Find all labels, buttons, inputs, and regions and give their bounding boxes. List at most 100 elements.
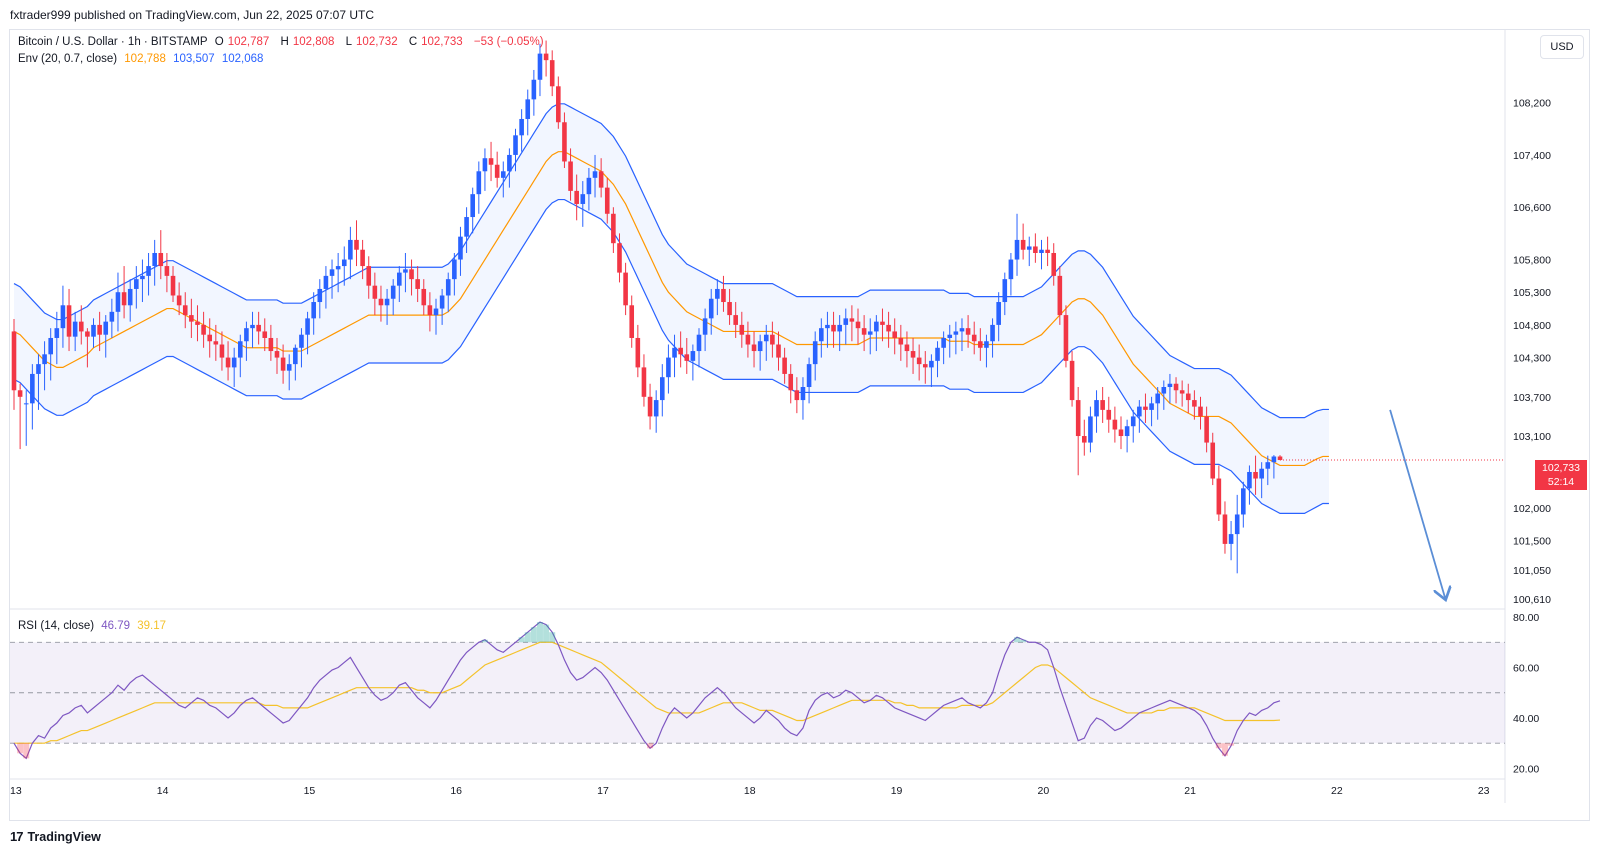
price-tick-label: 102,000 bbox=[1513, 503, 1551, 515]
candle-body bbox=[213, 341, 219, 345]
candle-body bbox=[598, 171, 604, 188]
candle-body bbox=[922, 364, 928, 368]
candle-body bbox=[525, 99, 531, 119]
price-tick-label: 104,300 bbox=[1513, 353, 1551, 365]
footer-branding[interactable]: 17 TradingView bbox=[10, 829, 101, 844]
candle-body bbox=[1137, 406, 1142, 417]
price-tick-label: 106,600 bbox=[1513, 202, 1551, 214]
candle-body bbox=[1265, 462, 1271, 469]
candle-body bbox=[837, 324, 842, 332]
candle-body bbox=[464, 217, 469, 237]
envelope-upper-value: 103,507 bbox=[173, 53, 215, 65]
candle-body bbox=[378, 298, 384, 306]
candle-body bbox=[1185, 393, 1191, 401]
open-value: O 102,787 bbox=[214, 36, 270, 48]
last-price-tag: 102,733 52:14 bbox=[1535, 460, 1587, 490]
rsi-ma-value: 39.17 bbox=[137, 620, 167, 632]
time-tick-label: 17 bbox=[597, 785, 609, 797]
close-value: C 102,733 bbox=[408, 36, 463, 48]
candle-body bbox=[819, 328, 824, 342]
candle-body bbox=[531, 79, 537, 100]
price-tick-label: 101,500 bbox=[1513, 536, 1551, 548]
time-tick-label: 14 bbox=[157, 785, 169, 797]
candle-body bbox=[470, 194, 475, 218]
tradingview-logo-icon: 17 bbox=[10, 829, 24, 844]
candle-body bbox=[770, 334, 775, 345]
candle-body bbox=[788, 373, 794, 391]
rsi-tick-label: 60.00 bbox=[1513, 663, 1539, 675]
candle-body bbox=[1192, 400, 1197, 407]
envelope-legend[interactable]: Env (20, 0.7, close) 102,788 103,507 102… bbox=[18, 53, 267, 65]
candle-body bbox=[189, 315, 194, 322]
time-tick-label: 20 bbox=[1037, 785, 1049, 797]
candle-body bbox=[861, 328, 867, 335]
candle-body bbox=[23, 403, 29, 405]
candle-body bbox=[684, 354, 690, 361]
candle-body bbox=[403, 269, 408, 273]
candle-body bbox=[152, 252, 157, 267]
candle-body bbox=[592, 171, 598, 178]
candle-body bbox=[1094, 400, 1099, 417]
candle-body bbox=[231, 357, 237, 368]
candle-body bbox=[898, 337, 904, 345]
candle-body bbox=[60, 305, 66, 329]
candle-body bbox=[140, 275, 145, 280]
price-tick-label: 100,610 bbox=[1513, 594, 1551, 606]
candle-body bbox=[549, 60, 555, 87]
rsi-tick-label: 40.00 bbox=[1513, 713, 1539, 725]
candle-body bbox=[78, 321, 84, 332]
candle-body bbox=[623, 272, 628, 306]
candle-body bbox=[207, 334, 213, 342]
price-tick-label: 105,800 bbox=[1513, 255, 1551, 267]
candle-body bbox=[1222, 514, 1228, 544]
candle-body bbox=[611, 213, 616, 244]
candle-body bbox=[54, 328, 60, 338]
rsi-line bbox=[13, 621, 1281, 760]
rsi-tick-label: 80.00 bbox=[1513, 612, 1539, 624]
candle-body bbox=[617, 243, 622, 273]
price-tick-label: 101,050 bbox=[1513, 565, 1551, 577]
candle-body bbox=[653, 400, 659, 417]
candle-body bbox=[855, 321, 861, 329]
symbol-name[interactable]: Bitcoin / U.S. Dollar · 1h · BITSTAMP bbox=[18, 36, 208, 48]
candle-body bbox=[702, 318, 708, 335]
last-price-value: 102,733 bbox=[1542, 462, 1580, 474]
candle-body bbox=[696, 334, 702, 352]
candle-body bbox=[305, 318, 310, 335]
candle-body bbox=[1204, 416, 1209, 443]
candle-body bbox=[1161, 387, 1167, 394]
candle-body bbox=[892, 331, 898, 338]
change-value: −53 (−0.05%) bbox=[473, 36, 544, 48]
candle-body bbox=[354, 239, 359, 250]
candle-body bbox=[311, 302, 316, 319]
rsi-legend[interactable]: RSI (14, close) 46.79 39.17 bbox=[18, 620, 170, 632]
candle-body bbox=[965, 328, 971, 335]
candle-body bbox=[323, 275, 329, 289]
candle-body bbox=[500, 171, 506, 178]
candle-body bbox=[874, 321, 879, 332]
candle-body bbox=[366, 266, 372, 286]
low-value: L 102,732 bbox=[345, 36, 398, 48]
candle-body bbox=[244, 328, 249, 342]
candle-body bbox=[812, 341, 818, 365]
candle-body bbox=[85, 331, 90, 337]
candle-body bbox=[1026, 246, 1032, 250]
candle-body bbox=[806, 364, 812, 388]
time-tick-label: 18 bbox=[744, 785, 756, 797]
candle-body bbox=[727, 302, 732, 316]
candle-body bbox=[262, 331, 268, 338]
time-tick-label: 23 bbox=[1478, 785, 1490, 797]
currency-selector[interactable]: USD bbox=[1540, 35, 1584, 59]
candle-body bbox=[348, 239, 353, 260]
candle-body bbox=[1210, 442, 1216, 479]
candle-body bbox=[427, 305, 433, 316]
candle-body bbox=[659, 377, 665, 401]
candle-body bbox=[421, 288, 427, 306]
candle-body bbox=[488, 158, 494, 165]
candle-body bbox=[1020, 239, 1026, 250]
candle-body bbox=[776, 344, 781, 358]
candle-body bbox=[1198, 406, 1203, 417]
candle-body bbox=[825, 324, 830, 329]
candle-body bbox=[115, 292, 121, 312]
